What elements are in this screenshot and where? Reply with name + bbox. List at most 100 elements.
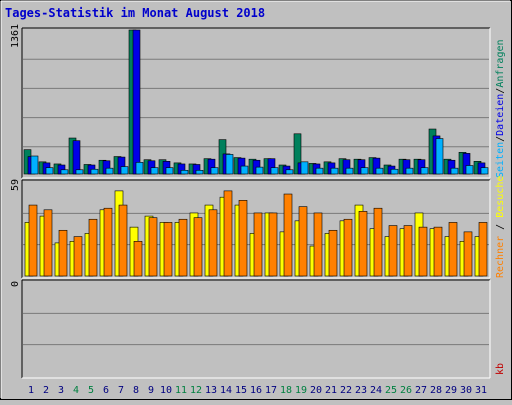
- panel-bottom-frame: [22, 280, 490, 378]
- x-tick-label-day-14: 14: [220, 385, 232, 396]
- bar-rechner-day-6: [103, 207, 113, 277]
- legend-anfragen: Anfragen: [495, 39, 506, 87]
- svg-text:kb: kb: [495, 363, 506, 375]
- x-axis-labels: 1 2 3 4 5 6 7 8 9 10 11 12 13 14 15 16 17 18 19 20 21 22 23 24 2…: [28, 385, 487, 396]
- bar-rechner-day-18: [283, 193, 293, 277]
- x-tick-label-day-9: 9: [148, 385, 154, 396]
- bar-anfragen-day-19: [293, 133, 302, 175]
- bar-rechner-day-8: [133, 241, 143, 277]
- bar-rechner-day-15: [238, 200, 248, 277]
- bar-rechner-day-1: [28, 204, 38, 277]
- bar-rechner-day-27: [418, 226, 428, 277]
- bar-rechner-day-28: [433, 226, 443, 277]
- bar-rechner-day-12: [193, 217, 203, 277]
- bar-seiten-day-3: [60, 169, 69, 175]
- legend-bottom: kb: [495, 363, 506, 375]
- x-tick-label-day-6: 6: [103, 385, 109, 396]
- bar-seiten-day-24: [375, 167, 384, 175]
- panel-top: [21, 27, 491, 179]
- bar-seiten-day-30: [465, 165, 474, 175]
- x-tick-label-day-16: 16: [250, 385, 262, 396]
- x-tick-label-day-3: 3: [58, 385, 64, 396]
- bar-rechner-day-30: [463, 231, 473, 277]
- bar-rechner-day-31: [478, 222, 488, 277]
- x-tick-label-day-19: 19: [295, 385, 307, 396]
- x-tick-label-day-18: 18: [280, 385, 292, 396]
- bar-seiten-day-21: [330, 167, 339, 175]
- bar-seiten-day-28: [435, 138, 444, 175]
- bar-rechner-day-23: [358, 211, 368, 277]
- x-tick-label-day-25: 25: [385, 385, 397, 396]
- bar-seiten-day-14: [225, 154, 234, 175]
- bar-rechner-day-29: [448, 222, 458, 277]
- bar-rechner-day-3: [58, 229, 68, 277]
- bar-seiten-day-23: [360, 167, 369, 175]
- bar-rechner-day-17: [268, 212, 278, 277]
- legend-rechner: Rechner: [495, 236, 506, 278]
- x-tick-label-day-30: 30: [460, 385, 472, 396]
- bar-seiten-day-4: [75, 169, 84, 175]
- bar-seiten-day-20: [315, 167, 324, 175]
- y-max-label-middle: 59: [10, 179, 21, 191]
- x-tick-label-day-11: 11: [175, 385, 187, 396]
- x-tick-label-day-20: 20: [310, 385, 322, 396]
- bar-seiten-day-1: [30, 155, 39, 175]
- bar-seiten-day-5: [90, 168, 99, 175]
- legend-top: Seiten/Dateien/Anfragen: [495, 39, 506, 178]
- bar-rechner-day-14: [223, 190, 233, 277]
- x-tick-label-day-2: 2: [43, 385, 49, 396]
- x-tick-label-day-5: 5: [88, 385, 94, 396]
- bar-seiten-day-25: [390, 168, 399, 175]
- bar-seiten-day-11: [180, 169, 189, 175]
- x-tick-label-day-27: 27: [415, 385, 427, 396]
- bar-dateien-day-4: [72, 140, 81, 175]
- bar-seiten-day-2: [45, 167, 54, 175]
- x-tick-label-day-15: 15: [235, 385, 247, 396]
- bar-seiten-day-8: [135, 162, 144, 175]
- x-tick-label-day-24: 24: [370, 385, 382, 396]
- x-tick-label-day-23: 23: [355, 385, 367, 396]
- x-tick-label-day-13: 13: [205, 385, 217, 396]
- bar-rechner-day-26: [403, 225, 413, 277]
- bar-rechner-day-21: [328, 229, 338, 277]
- x-tick-label-day-26: 26: [400, 385, 412, 396]
- x-tick-label-day-29: 29: [445, 385, 457, 396]
- legend-seiten: Seiten: [495, 142, 506, 178]
- svg-text:Seiten/Dateien/Anfragen: Seiten/Dateien/Anfragen: [495, 39, 506, 178]
- bar-rechner-day-24: [373, 207, 383, 277]
- x-tick-label-day-8: 8: [133, 385, 139, 396]
- bar-rechner-day-9: [148, 217, 158, 277]
- bar-rechner-day-11: [178, 218, 188, 277]
- bar-rechner-day-13: [208, 209, 218, 277]
- x-tick-label-day-31: 31: [475, 385, 487, 396]
- x-tick-label-day-1: 1: [28, 385, 34, 396]
- bar-rechner-day-20: [313, 212, 323, 277]
- bar-seiten-day-15: [240, 165, 249, 175]
- legend-dateien: Dateien: [495, 94, 506, 136]
- panel-bottom: [21, 279, 491, 379]
- panel-middle: [21, 179, 491, 279]
- x-tick-label-day-21: 21: [325, 385, 337, 396]
- panel-top-frame: [22, 28, 490, 178]
- bar-seiten-day-26: [405, 167, 414, 175]
- x-tick-label-day-12: 12: [190, 385, 202, 396]
- legend-kb: kb: [495, 363, 506, 375]
- x-tick-label-day-17: 17: [265, 385, 277, 396]
- y-max-label-top: 1361: [10, 24, 21, 48]
- bar-rechner-day-25: [388, 225, 398, 277]
- bar-rechner-day-7: [118, 204, 128, 277]
- x-tick-label-day-10: 10: [160, 385, 172, 396]
- svg-text:Rechner / Besuche: Rechner / Besuche: [495, 176, 506, 278]
- bar-seiten-day-19: [300, 161, 309, 175]
- bar-rechner-day-16: [253, 212, 263, 277]
- legend-separator: /: [495, 136, 506, 142]
- x-tick-label-day-4: 4: [73, 385, 79, 396]
- chart-title: Tages-Statistik im Monat August 2018: [5, 6, 265, 20]
- bar-seiten-day-10: [165, 167, 174, 175]
- bar-seiten-day-17: [270, 167, 279, 175]
- bar-rechner-day-5: [88, 218, 98, 277]
- bar-seiten-day-27: [420, 167, 429, 175]
- bar-seiten-day-7: [120, 166, 129, 175]
